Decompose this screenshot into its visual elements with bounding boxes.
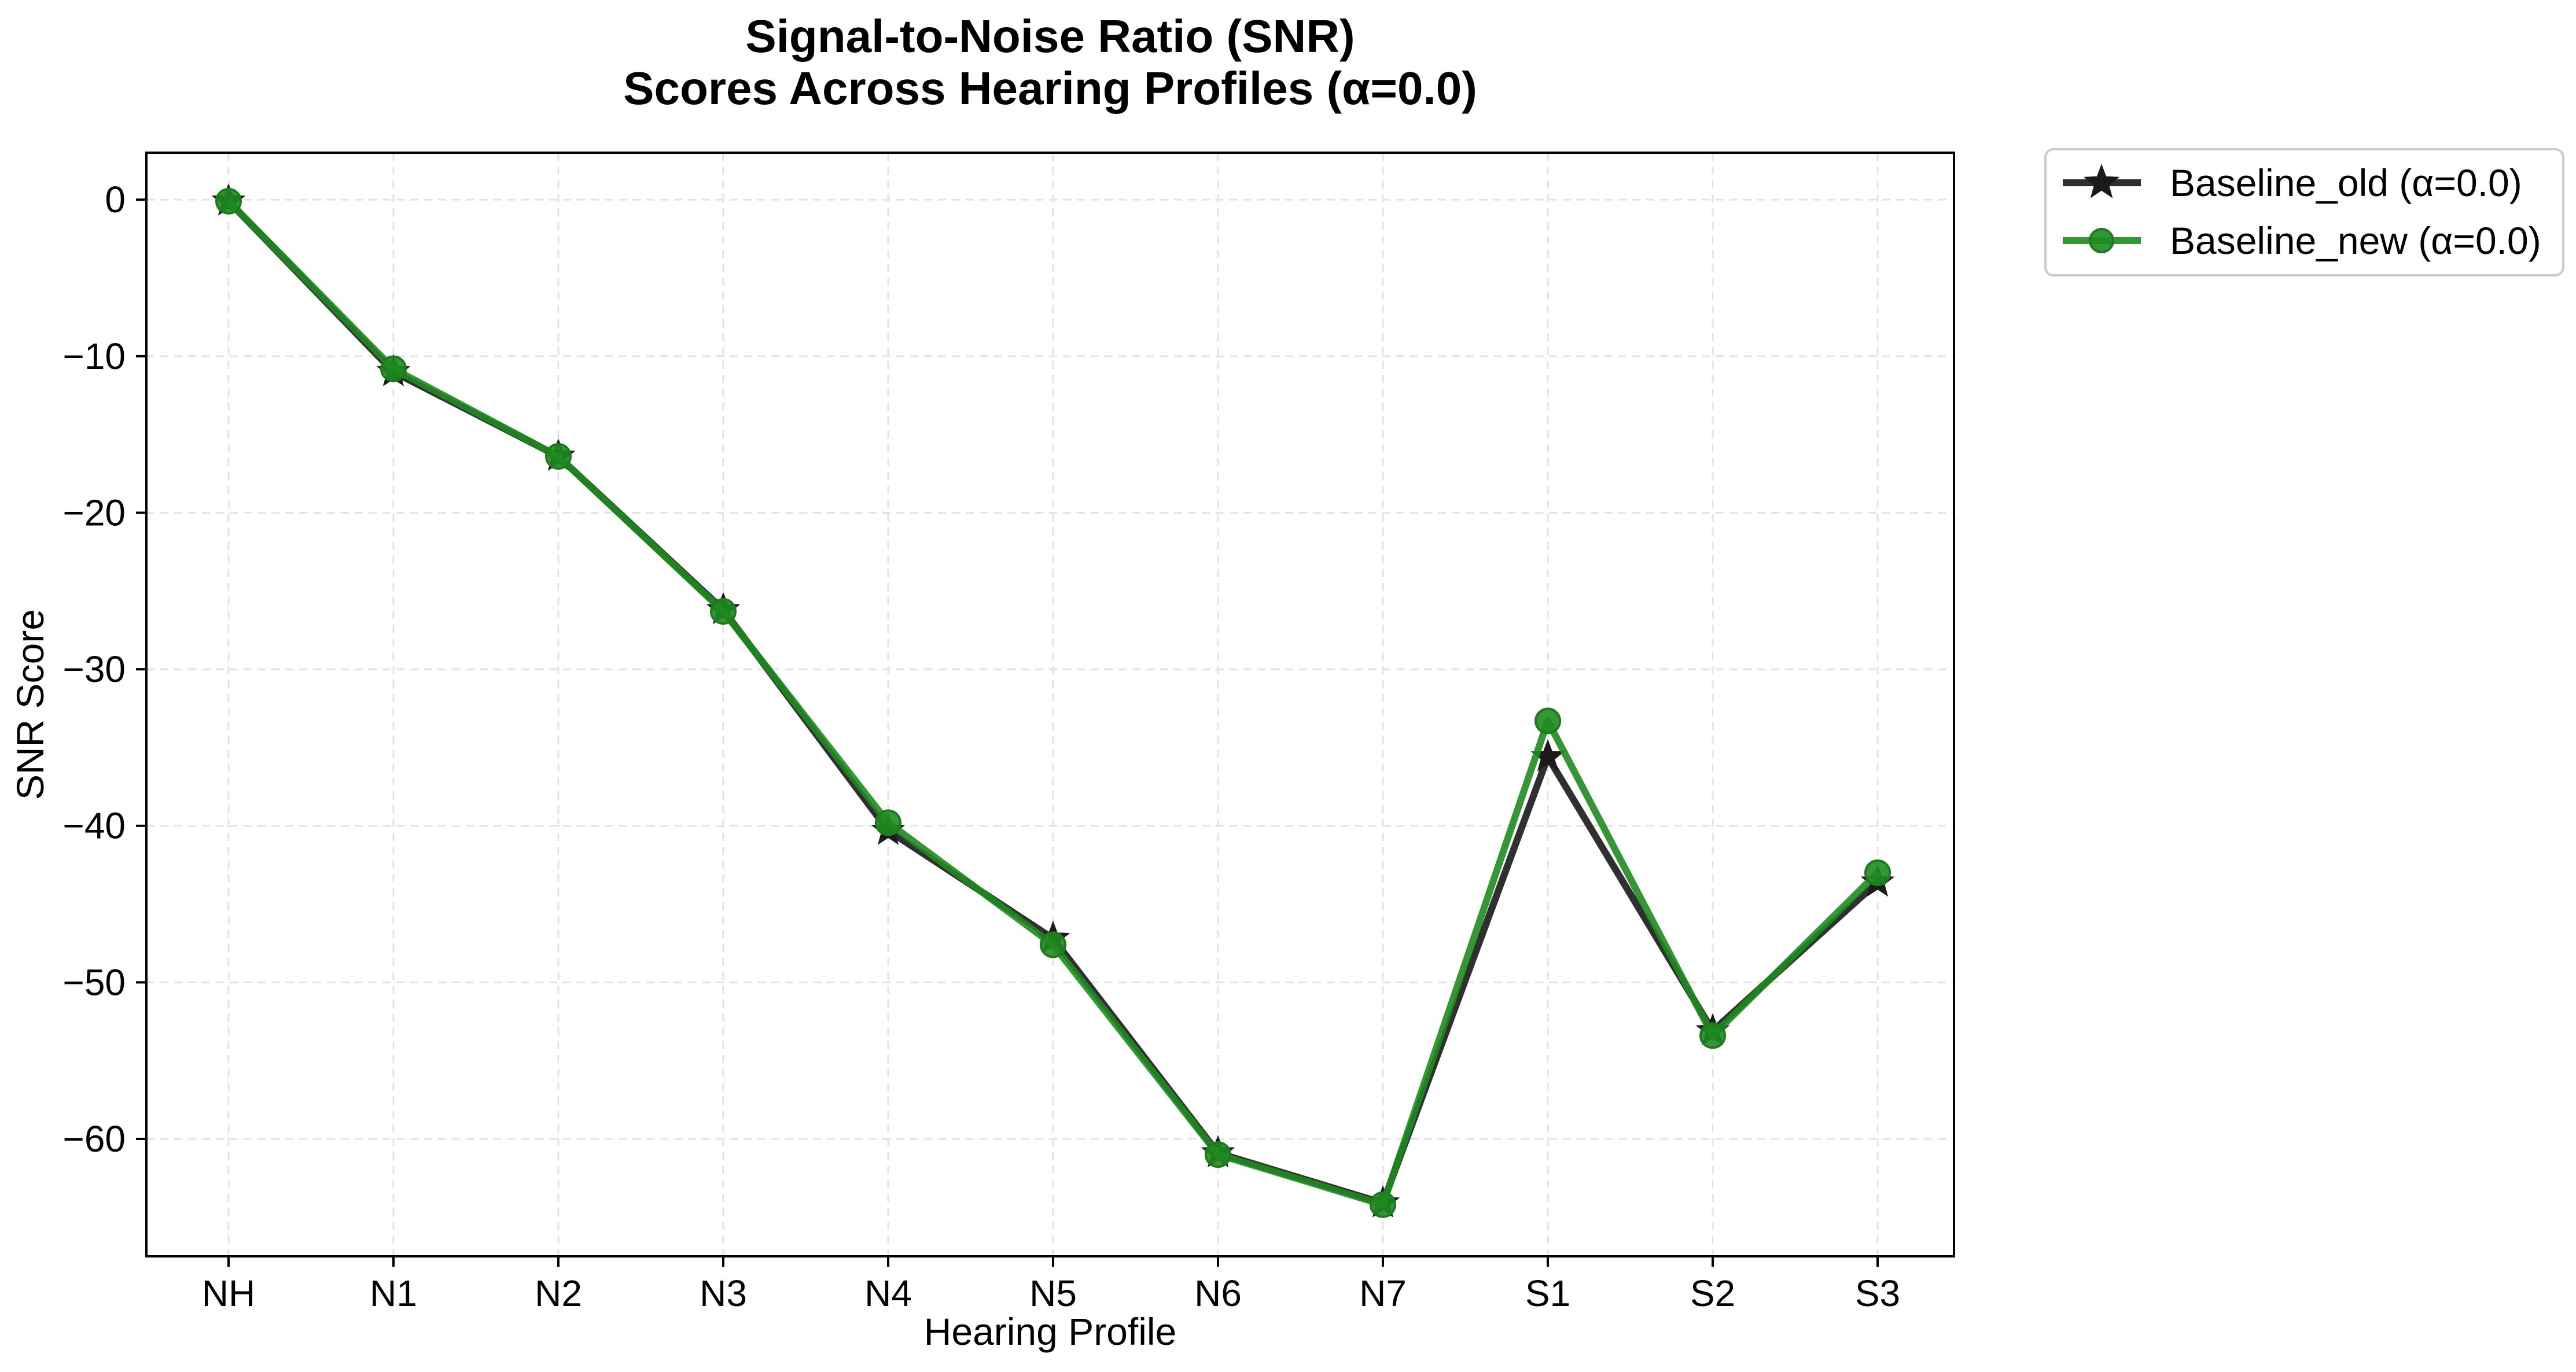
plot-area-border — [145, 152, 1955, 1257]
data-point-circle — [1040, 931, 1066, 958]
x-tick-label: N4 — [864, 1273, 912, 1314]
y-tick-label: 0 — [105, 179, 126, 220]
legend: Baseline_old (α=0.0) Baseline_new (α=0.0) — [2044, 148, 2564, 276]
x-tick-label: N5 — [1029, 1273, 1077, 1314]
chart-title-line-2: Scores Across Hearing Profiles (α=0.0) — [623, 62, 1477, 114]
y-tick-label: −30 — [62, 648, 126, 690]
data-point-circle — [1699, 1022, 1726, 1049]
data-point-circle — [215, 187, 242, 215]
data-point-circle — [710, 598, 737, 625]
legend-entry-2: Baseline_new (α=0.0) — [2063, 219, 2541, 262]
data-point-circle — [1864, 859, 1891, 886]
series-layer — [211, 183, 1895, 1218]
x-tick-label: NH — [202, 1273, 255, 1314]
y-axis-label: SNR Score — [9, 609, 51, 800]
legend-frame — [2044, 148, 2564, 276]
chart-title-line-1: Signal-to-Noise Ratio (SNR) — [745, 10, 1355, 62]
y-tick-label: −20 — [62, 492, 126, 533]
x-tick-label: N6 — [1194, 1273, 1242, 1314]
x-tick-label: S1 — [1525, 1273, 1570, 1314]
data-point-star — [2083, 164, 2120, 198]
y-tick-label: −60 — [62, 1118, 126, 1160]
x-axis-ticks: NH N1 N2 N3 N4 N5 N6 N7 S1 S2 S3 — [202, 1256, 1900, 1314]
data-point-circle — [1205, 1141, 1231, 1168]
x-axis-label: Hearing Profile — [924, 1310, 1177, 1353]
y-tick-label: −10 — [62, 335, 126, 377]
legend-label: Baseline_new (α=0.0) — [2170, 219, 2541, 262]
y-tick-label: −50 — [62, 961, 126, 1003]
grid-lines — [146, 153, 1954, 1256]
data-point-circle — [545, 443, 572, 470]
x-tick-label: N7 — [1359, 1273, 1407, 1314]
data-point-circle — [380, 355, 407, 382]
data-point-circle — [1370, 1191, 1396, 1218]
y-tick-label: −40 — [62, 805, 126, 847]
x-tick-label: S2 — [1690, 1273, 1735, 1314]
x-tick-label: N1 — [370, 1273, 417, 1314]
data-point-circle — [2089, 228, 2114, 253]
x-tick-label: N3 — [700, 1273, 747, 1314]
y-axis-ticks: 0 −10 −20 −30 −40 −50 −60 — [62, 179, 146, 1160]
legend-label: Baseline_old (α=0.0) — [2170, 161, 2522, 204]
legend-entry-1: Baseline_old (α=0.0) — [2063, 161, 2522, 204]
x-tick-label: S3 — [1855, 1273, 1900, 1314]
series-2 — [215, 187, 1891, 1218]
data-point-circle — [875, 809, 901, 836]
x-tick-label: N2 — [535, 1273, 582, 1314]
data-point-circle — [1534, 707, 1561, 735]
